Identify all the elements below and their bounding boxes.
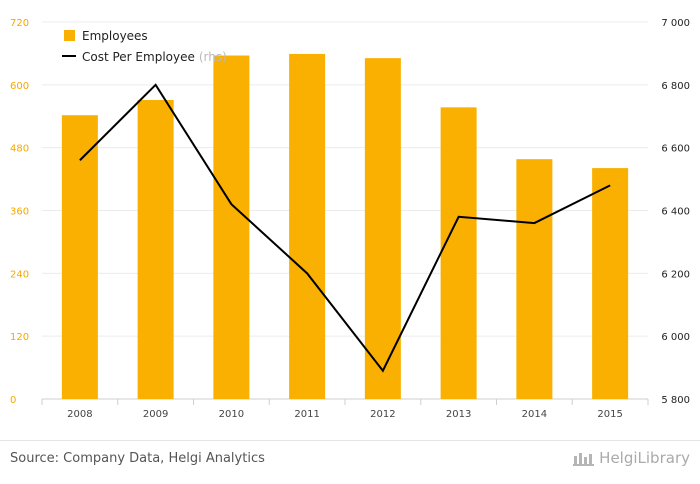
right-tick-label: 6 800 (661, 81, 690, 92)
right-tick-label: 6 000 (661, 332, 690, 343)
bar-employees-2015 (592, 168, 628, 399)
x-tick-label: 2010 (219, 409, 244, 420)
x-tick-label: 2013 (446, 409, 471, 420)
x-tick-label: 2012 (370, 409, 395, 420)
right-tick-label: 6 400 (661, 207, 690, 218)
left-tick-label: 360 (10, 207, 29, 218)
right-axis: 5 800 6 000 6 200 6 400 6 600 6 800 7 000 (661, 18, 690, 406)
brand-name: HelgiLibrary (599, 449, 690, 467)
left-tick-label: 720 (10, 18, 29, 29)
bar-employees-2012 (365, 58, 401, 399)
right-tick-label: 7 000 (661, 18, 690, 29)
legend-swatch-employees (64, 30, 75, 41)
x-tick-label: 2015 (597, 409, 622, 420)
legend-label-employees: Employees (82, 29, 148, 43)
brand[interactable]: HelgiLibrary (573, 449, 690, 467)
left-tick-label: 0 (10, 395, 16, 406)
left-tick-label: 120 (10, 332, 29, 343)
chart: 0 120 240 360 480 600 720 5 800 6 000 6 200 6 400… (0, 0, 700, 440)
footer: Source: Company Data, Helgi Analytics He… (0, 440, 700, 484)
gridlines (42, 22, 648, 399)
bar-employees-2014 (516, 159, 552, 399)
left-tick-label: 600 (10, 81, 29, 92)
left-axis: 0 120 240 360 480 600 720 (10, 18, 29, 406)
right-tick-label: 5 800 (661, 395, 690, 406)
left-tick-label: 480 (10, 144, 29, 155)
bar-employees-2011 (289, 54, 325, 399)
right-tick-label: 6 200 (661, 269, 690, 280)
bar-employees-2008 (62, 115, 98, 399)
legend-label-cost: Cost Per Employee (rhs) (82, 50, 227, 64)
legend: Employees Cost Per Employee (rhs) (62, 29, 227, 64)
bar-employees-2010 (213, 56, 249, 399)
bar-employees-2009 (138, 100, 174, 399)
x-tick-label: 2011 (294, 409, 319, 420)
left-tick-label: 240 (10, 269, 29, 280)
legend-label-cost-suffix: (rhs) (199, 50, 227, 64)
source-note: Source: Company Data, Helgi Analytics (10, 451, 265, 466)
x-axis: 2008 2009 2010 2011 2012 2013 2014 2015 (42, 399, 648, 420)
helgi-logo-icon (573, 450, 595, 466)
x-tick-label: 2009 (143, 409, 168, 420)
employee-bars (62, 54, 628, 399)
x-tick-label: 2008 (67, 409, 92, 420)
right-tick-label: 6 600 (661, 144, 690, 155)
x-tick-label: 2014 (522, 409, 547, 420)
legend-label-cost-name: Cost Per Employee (82, 50, 195, 64)
bar-employees-2013 (441, 107, 477, 399)
